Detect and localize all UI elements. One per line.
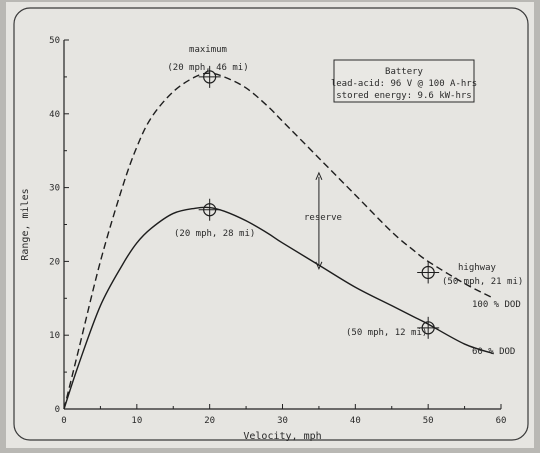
- figure-border: [13, 7, 529, 441]
- x-tick-label-6: 60: [496, 416, 507, 426]
- series-line-1: [63, 206, 494, 410]
- highway-title: highway: [458, 263, 497, 273]
- x-tick-label-1: 10: [131, 416, 142, 426]
- series-line-0: [63, 72, 495, 410]
- y-tick-label-1: 10: [49, 331, 60, 341]
- reserve-arrow-head-bottom: [315, 261, 323, 271]
- crosshair-marker-2: [417, 261, 440, 284]
- y-tick-label-0: 0: [55, 405, 60, 415]
- reserve-arrow-head-top: [315, 171, 323, 181]
- series-label-100: 100 % DOD: [472, 300, 521, 310]
- reserve-label: reserve: [304, 213, 342, 223]
- battery-line2: stored energy: 9.6 kW-hrs: [336, 91, 471, 101]
- x-tick-label-0: 0: [61, 416, 66, 426]
- battery-box-frame: [333, 59, 475, 103]
- x-tick-label-5: 50: [423, 416, 434, 426]
- maximum-title: maximum: [189, 45, 227, 55]
- axes: 0 10 20 30 40 50 60 0 10 20 30 40 50 Velocity, mph Ran…: [20, 36, 506, 442]
- battery-title: Battery: [385, 67, 424, 77]
- markers-layer: [198, 65, 440, 339]
- x-tick-label-2: 20: [204, 416, 215, 426]
- chart-paper: 0 10 20 30 40 50 60 0 10 20 30 40 50 Velocity, mph Ran…: [6, 2, 534, 448]
- x-tick-label-4: 40: [350, 416, 361, 426]
- crosshair-marker-1: [198, 198, 221, 221]
- point-28-label: (20 mph, 28 mi): [174, 229, 255, 239]
- y-tick-label-2: 20: [49, 257, 60, 267]
- y-tick-label-4: 40: [49, 110, 60, 120]
- annotations-layer: maximum (20 mph, 46 mi) (20 mph, 28 mi) …: [167, 45, 523, 357]
- x-tick-label-3: 30: [277, 416, 288, 426]
- series-label-60: 60 % DOD: [472, 347, 515, 357]
- y-axis-label: Range, miles: [20, 188, 31, 260]
- crosshair-marker-0: [198, 65, 221, 88]
- crosshair-marker-3: [417, 316, 440, 339]
- x-axis-label: Velocity, mph: [243, 431, 321, 442]
- point-12-label: (50 mph, 12 mi): [346, 328, 427, 338]
- y-tick-label-5: 50: [49, 36, 60, 46]
- range-velocity-chart: 0 10 20 30 40 50 60 0 10 20 30 40 50 Velocity, mph Ran…: [13, 7, 529, 442]
- series-layer: [63, 72, 495, 410]
- y-tick-label-3: 30: [49, 184, 60, 194]
- point-21-label: (50 mph, 21 mi): [442, 277, 523, 287]
- battery-line1: lead-acid: 96 V @ 100 A-hrs: [331, 79, 477, 89]
- maximum-label: (20 mph, 46 mi): [167, 63, 248, 73]
- battery-info-box: Battery lead-acid: 96 V @ 100 A-hrs stor…: [331, 59, 477, 103]
